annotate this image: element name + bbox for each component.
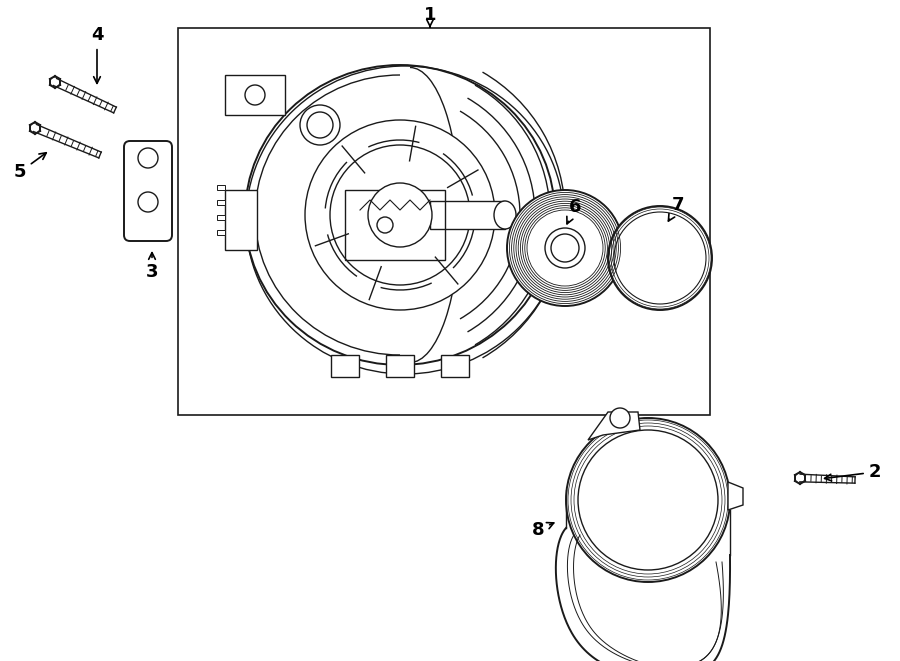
Bar: [331, 355, 359, 377]
Polygon shape: [588, 412, 640, 440]
Text: 1: 1: [424, 6, 436, 27]
Bar: [178, 28, 710, 415]
Circle shape: [300, 105, 340, 145]
Circle shape: [578, 430, 718, 570]
Bar: [217, 215, 225, 220]
Circle shape: [138, 148, 158, 168]
Polygon shape: [728, 482, 743, 510]
Circle shape: [245, 85, 265, 105]
Circle shape: [545, 228, 585, 268]
Bar: [225, 190, 257, 250]
Text: 7: 7: [669, 196, 684, 221]
Circle shape: [608, 206, 712, 310]
Bar: [345, 190, 445, 260]
Circle shape: [307, 112, 333, 138]
Bar: [225, 75, 285, 115]
Circle shape: [566, 418, 730, 582]
Bar: [430, 201, 505, 229]
Bar: [217, 185, 225, 190]
Text: 3: 3: [146, 253, 158, 281]
Bar: [217, 200, 225, 205]
Ellipse shape: [494, 201, 516, 229]
Circle shape: [138, 192, 158, 212]
Text: 2: 2: [824, 463, 881, 481]
Circle shape: [305, 120, 495, 310]
FancyBboxPatch shape: [124, 141, 172, 241]
Circle shape: [551, 234, 579, 262]
Text: 4: 4: [91, 26, 104, 83]
Circle shape: [507, 190, 623, 306]
Circle shape: [610, 408, 630, 428]
Circle shape: [330, 145, 470, 285]
Bar: [217, 230, 225, 235]
Bar: [441, 355, 469, 377]
Text: 5: 5: [14, 153, 46, 181]
Circle shape: [368, 183, 432, 247]
Text: 8: 8: [532, 521, 554, 539]
Text: 6: 6: [567, 198, 581, 224]
Ellipse shape: [245, 65, 555, 365]
Bar: [386, 355, 414, 377]
